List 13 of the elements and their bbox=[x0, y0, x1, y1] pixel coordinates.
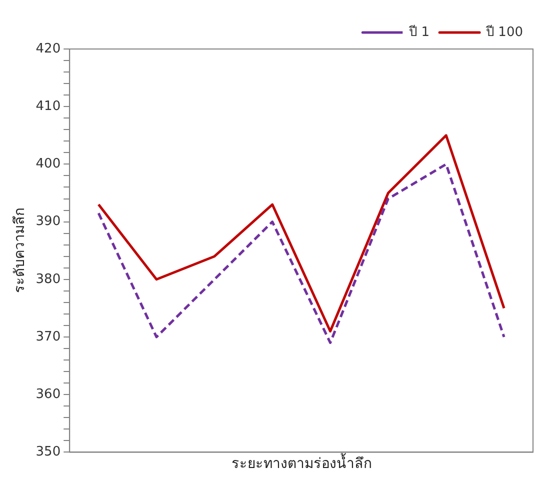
y-tick-label: 380 bbox=[36, 272, 61, 287]
y-tick-label: 400 bbox=[36, 156, 61, 172]
y-tick-label: 410 bbox=[36, 98, 61, 114]
y-axis-title: ระดับความลึก bbox=[12, 208, 28, 294]
x-axis-title: ระยะทางตามร่องน้ำลึก bbox=[231, 453, 372, 472]
y-tick-label: 390 bbox=[36, 214, 61, 230]
y-tick-label: 360 bbox=[36, 386, 61, 402]
legend-label: ปี 1 bbox=[408, 24, 430, 40]
y-tick-label: 350 bbox=[36, 444, 61, 460]
y-tick-label: 420 bbox=[36, 41, 61, 56]
legend-label: ปี 100 bbox=[485, 24, 524, 40]
line-series bbox=[97, 162, 506, 344]
y-tick-label: 370 bbox=[36, 329, 61, 344]
